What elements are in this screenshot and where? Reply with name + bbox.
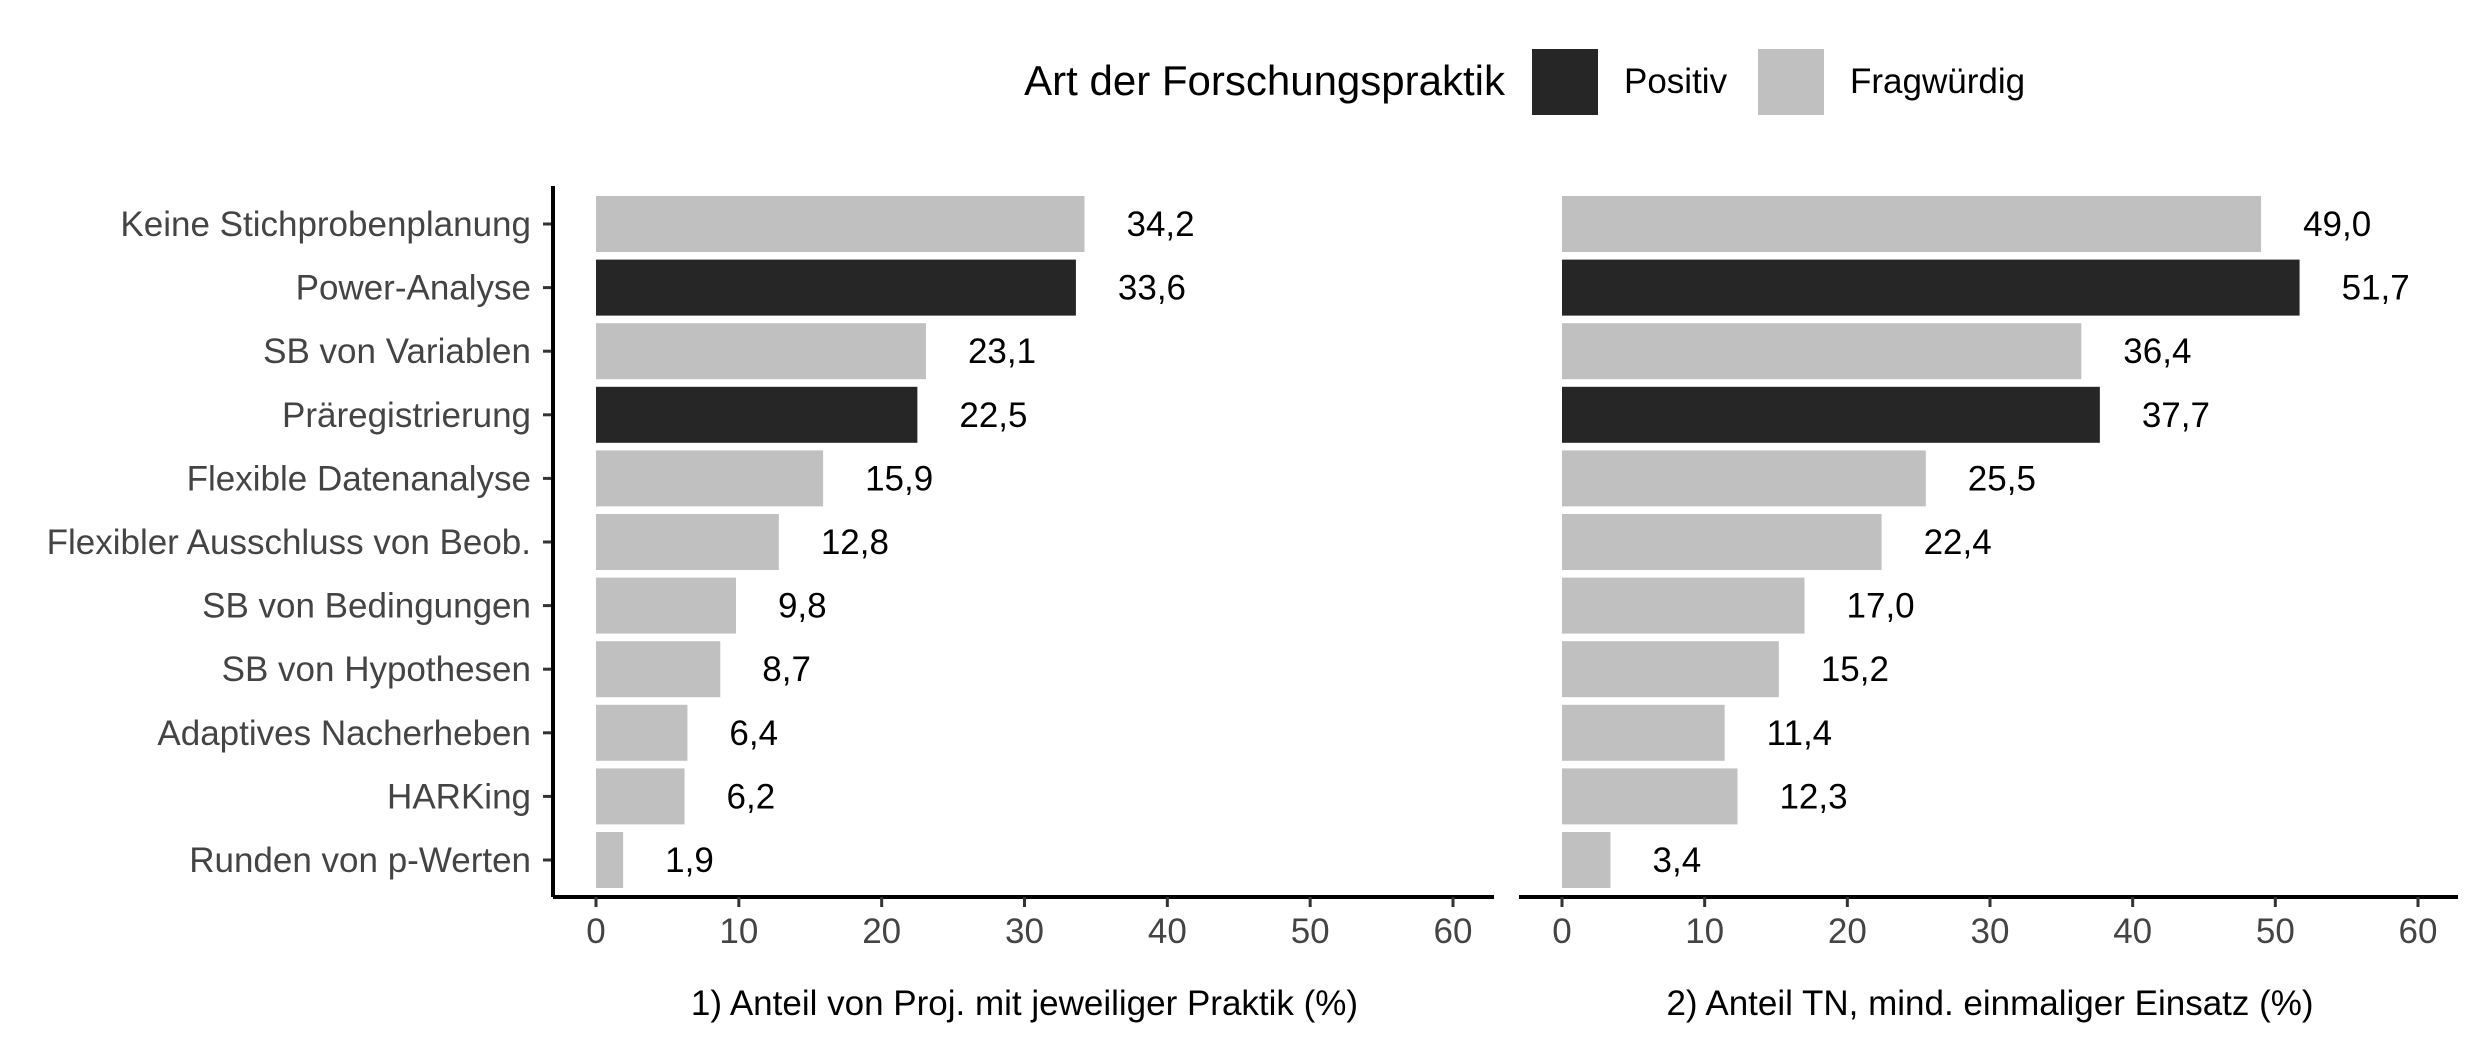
bar-value-label: 11,4 [1767, 714, 1833, 753]
x-tick-label: 20 [1828, 912, 1867, 951]
category-label: Keine Stichprobenplanung [120, 205, 531, 244]
category-label: SB von Bedingungen [202, 587, 531, 626]
bar-value-label: 34,2 [1126, 205, 1194, 244]
bar-value-label: 51,7 [2342, 269, 2410, 308]
x-tick-label: 0 [1552, 912, 1571, 951]
bar [596, 641, 721, 698]
bar [1562, 641, 1779, 698]
category-label: Power-Analyse [296, 269, 531, 308]
x-tick-label: 50 [2256, 912, 2295, 951]
x-tick-label: 40 [1148, 912, 1187, 951]
panel-projects: 34,2 Keine Stichprobenplanung 33,6 Power-An… [47, 186, 1494, 1023]
bar-value-label: 6,2 [727, 777, 776, 816]
category-label: SB von Variablen [263, 332, 531, 371]
bar [596, 259, 1076, 316]
bar [596, 450, 824, 507]
bar-value-label: 36,4 [2123, 332, 2191, 371]
bar [596, 832, 624, 888]
category-label: Flexible Datenanalyse [187, 459, 531, 498]
bar-value-label: 37,7 [2142, 396, 2210, 435]
bar-value-label: 12,8 [821, 523, 889, 562]
category-label: Flexibler Ausschluss von Beob. [47, 523, 531, 562]
x-tick-label: 40 [2113, 912, 2152, 951]
bar [1562, 704, 1725, 761]
bar-value-label: 49,0 [2303, 205, 2371, 244]
bar [596, 577, 736, 634]
bar [1562, 577, 1805, 634]
bar-value-label: 1,9 [665, 841, 714, 880]
legend: Art der Forschungspraktik Positiv Fragwü… [1024, 49, 2025, 115]
x-tick-label: 10 [719, 912, 758, 951]
bar-value-label: 22,4 [1924, 523, 1992, 562]
category-label: HARKing [387, 777, 531, 816]
bar-value-label: 25,5 [1968, 459, 2036, 498]
category-label: SB von Hypothesen [222, 650, 531, 689]
bar-value-label: 22,5 [959, 396, 1027, 435]
bar [1562, 196, 2262, 252]
bar-value-label: 23,1 [968, 332, 1036, 371]
x-tick-label: 50 [1291, 912, 1330, 951]
bar-value-label: 15,2 [1821, 650, 1889, 689]
x-tick-label: 30 [1971, 912, 2010, 951]
x-tick-label: 60 [2399, 912, 2438, 951]
legend-title: Art der Forschungspraktik [1024, 57, 1506, 104]
x-tick-label: 10 [1685, 912, 1724, 951]
x-tick-label: 0 [586, 912, 605, 951]
bar [1562, 259, 2300, 316]
category-label: Runden von p-Werten [189, 841, 531, 880]
bar [1562, 832, 1611, 888]
bar [1562, 450, 1926, 507]
legend-label-positiv: Positiv [1624, 62, 1728, 101]
bar [596, 768, 685, 825]
bar-value-label: 6,4 [729, 714, 778, 753]
bar [1562, 768, 1738, 825]
bar-value-label: 9,8 [778, 587, 827, 626]
legend-swatch-positiv [1532, 49, 1598, 115]
bar [596, 704, 688, 761]
x-axis-title: 2) Anteil TN, mind. einmaliger Einsatz (… [1666, 984, 2313, 1023]
bar [596, 196, 1085, 252]
x-tick-label: 20 [862, 912, 901, 951]
bar-value-label: 17,0 [1847, 587, 1915, 626]
bar [596, 386, 918, 443]
x-tick-label: 30 [1005, 912, 1044, 951]
x-axis-title: 1) Anteil von Proj. mit jeweiliger Prakt… [691, 984, 1358, 1023]
bar [1562, 514, 1882, 570]
bar [596, 323, 926, 380]
category-label: Präregistrierung [282, 396, 531, 435]
bar-value-label: 8,7 [762, 650, 811, 689]
legend-swatch-fragwuerdig [1758, 49, 1824, 115]
bar-value-label: 12,3 [1779, 777, 1847, 816]
bar-value-label: 3,4 [1653, 841, 1702, 880]
bar-value-label: 33,6 [1118, 269, 1186, 308]
bar-value-label: 15,9 [865, 459, 933, 498]
category-label: Adaptives Nacherheben [157, 714, 531, 753]
panel-participants: 49,0 51,7 36,4 37,7 25,5 22,417,0 15,2 11,4 12,3… [1519, 196, 2458, 1023]
bar [1562, 323, 2082, 380]
x-tick-label: 60 [1434, 912, 1473, 951]
bar [596, 514, 779, 570]
bar [1562, 386, 2100, 443]
legend-label-fragwuerdig: Fragwürdig [1850, 62, 2025, 101]
